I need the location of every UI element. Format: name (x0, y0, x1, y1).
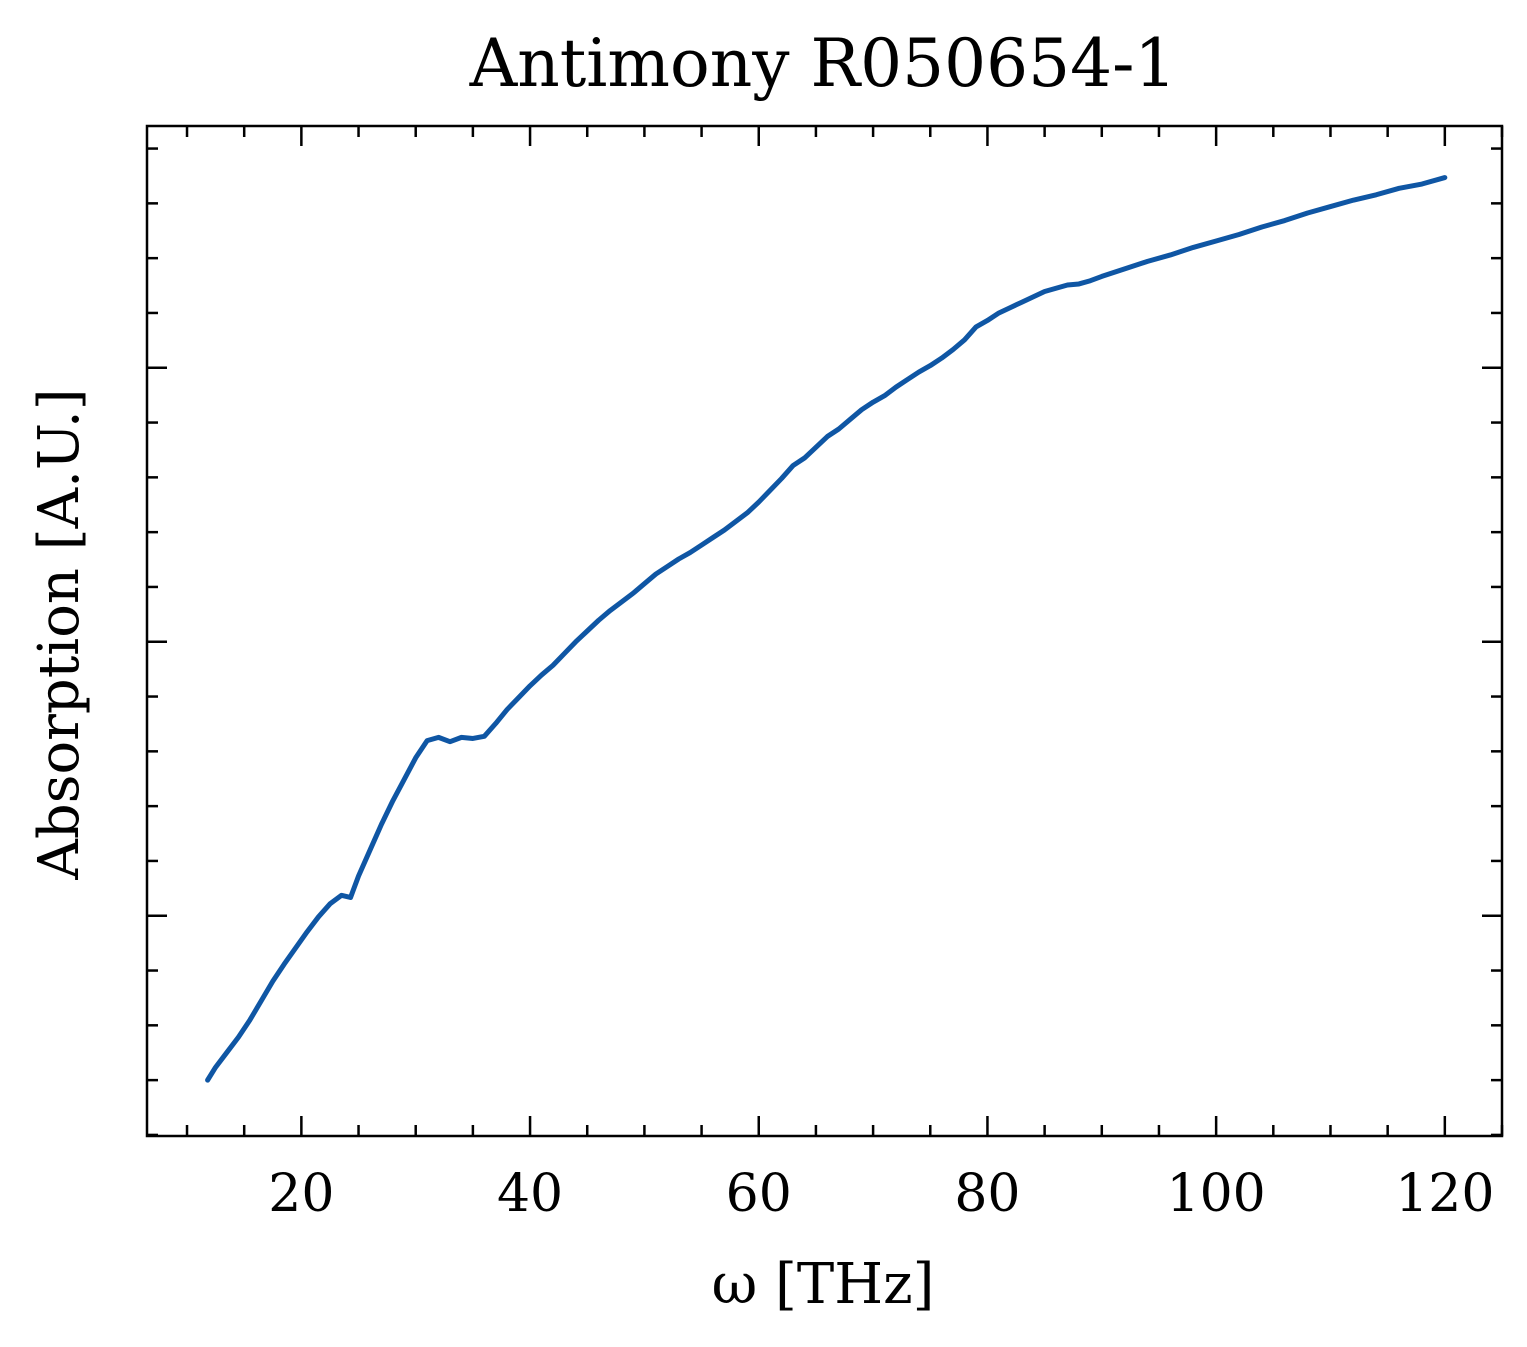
x-axis-label: ω [THz] (712, 1252, 935, 1317)
y-axis-label: Absorption [A.U.] (27, 388, 92, 880)
axes-frame (145, 124, 1504, 1138)
x-tick-label: 20 (268, 1164, 334, 1224)
x-tick-label: 100 (1167, 1164, 1266, 1224)
x-tick-label: 80 (954, 1164, 1020, 1224)
x-tick-label: 60 (726, 1164, 792, 1224)
plot-area (205, 175, 1448, 1083)
chart-title: Antimony R050654-1 (469, 25, 1177, 102)
x-tick-labels: 20 40 60 80 100 120 (268, 1164, 1494, 1224)
series-line-0 (205, 175, 1448, 1083)
x-tick-label: 40 (497, 1164, 563, 1224)
axis-ticks (147, 126, 1504, 1137)
x-tick-label: 120 (1395, 1164, 1494, 1224)
